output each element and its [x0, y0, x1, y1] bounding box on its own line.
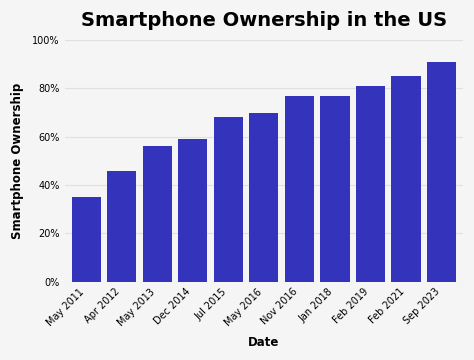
Bar	[285, 96, 314, 282]
Bar	[356, 86, 385, 282]
Bar	[143, 147, 172, 282]
Bar	[178, 139, 207, 282]
Bar	[214, 117, 243, 282]
Bar	[107, 171, 136, 282]
Bar	[320, 96, 349, 282]
Bar	[72, 197, 100, 282]
Bar	[427, 62, 456, 282]
X-axis label: Date: Date	[248, 336, 280, 349]
Bar	[392, 76, 420, 282]
Bar	[249, 113, 278, 282]
Title: Smartphone Ownership in the US: Smartphone Ownership in the US	[81, 11, 447, 30]
Y-axis label: Smartphone Ownership: Smartphone Ownership	[11, 83, 24, 239]
